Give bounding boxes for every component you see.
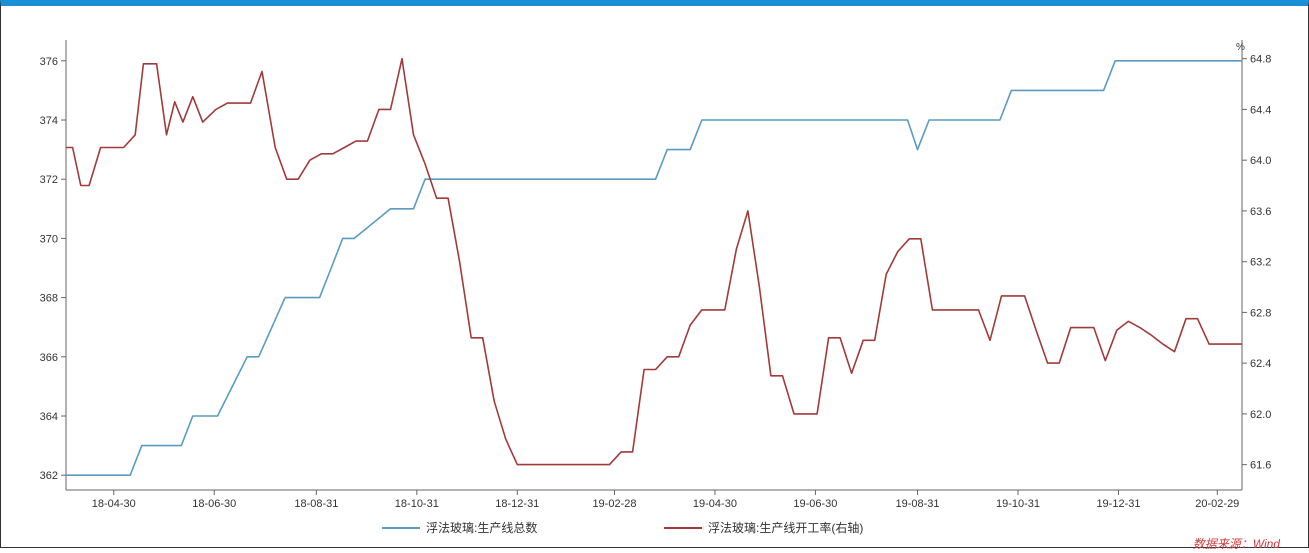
series-layer — [66, 57, 1242, 477]
x-tick-label: 19-06-30 — [793, 498, 837, 510]
series-line-total-lines — [66, 59, 1242, 477]
x-tick-label: 19-10-31 — [996, 498, 1040, 510]
series-line-utilization-rate — [66, 57, 1242, 466]
right-tick-label: 63.2 — [1250, 257, 1271, 269]
line-chart: 362 364 366 368 370 372 374 376 61.6 62.0 62.4 62.… — [40, 40, 1281, 551]
x-tick-label: 18-06-30 — [192, 498, 236, 510]
left-tick-label: 372 — [40, 174, 58, 186]
right-tick-label: 64.8 — [1250, 54, 1271, 66]
plot-background — [66, 46, 1242, 490]
right-tick-label: 63.6 — [1250, 206, 1271, 218]
x-tick-label: 20-02-29 — [1195, 498, 1239, 510]
x-tick-label: 19-12-31 — [1096, 498, 1140, 510]
right-axis: 61.6 62.0 62.4 62.8 63.2 63.6 64.0 64.4 64.8 — [1241, 40, 1271, 490]
legend: 浮法玻璃:生产线总数 浮法玻璃:生产线开工率(右轴) — [382, 520, 863, 535]
x-tick-label: 19-02-28 — [592, 498, 636, 510]
legend-label: 浮法玻璃:生产线总数 — [426, 520, 537, 535]
x-tick-label: 19-04-30 — [693, 498, 737, 510]
left-tick-label: 370 — [40, 233, 58, 245]
x-tick-label: 19-08-31 — [896, 498, 940, 510]
right-tick-label: 61.6 — [1250, 460, 1271, 472]
x-tick-label: 18-08-31 — [294, 498, 338, 510]
left-tick-label: 366 — [40, 352, 58, 364]
right-tick-label: 64.4 — [1250, 104, 1271, 116]
right-axis-unit: % — [1236, 42, 1245, 53]
right-tick-label: 64.0 — [1250, 155, 1271, 167]
source-note: 数据来源：Wind — [1193, 537, 1281, 551]
x-tick-label: 18-12-31 — [495, 498, 539, 510]
right-tick-label: 62.4 — [1250, 358, 1271, 370]
right-tick-label: 62.0 — [1250, 409, 1271, 421]
plot-area — [66, 46, 1242, 490]
left-tick-label: 364 — [40, 411, 58, 423]
x-axis: 18-04-30 18-06-30 18-08-31 18-10-31 18-12-31… — [66, 489, 1242, 510]
legend-label: 浮法玻璃:生产线开工率(右轴) — [708, 520, 863, 535]
x-tick-label: 18-04-30 — [92, 498, 136, 510]
right-tick-label: 62.8 — [1250, 307, 1271, 319]
left-tick-label: 362 — [40, 470, 58, 482]
left-tick-label: 376 — [40, 56, 58, 68]
left-tick-label: 368 — [40, 293, 58, 305]
left-axis: 362 364 366 368 370 372 374 376 — [40, 40, 67, 490]
x-tick-label: 18-10-31 — [395, 498, 439, 510]
left-tick-label: 374 — [40, 115, 58, 127]
